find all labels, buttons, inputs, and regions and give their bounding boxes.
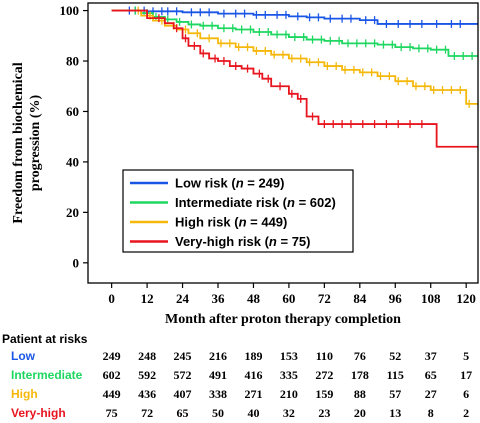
legend-n-value: = 449) <box>247 215 288 230</box>
series-2 <box>111 6 478 108</box>
x-tick-label: 24 <box>176 291 190 306</box>
risk-cell: 245 <box>174 349 192 363</box>
risk-cell: 27 <box>425 387 437 401</box>
risk-cell: 216 <box>209 349 227 363</box>
risk-cell: 13 <box>389 406 401 420</box>
risk-row-label: Very-high <box>11 406 66 420</box>
x-tick-label: 84 <box>353 291 367 306</box>
risk-cell: 115 <box>387 368 404 382</box>
risk-cell: 52 <box>389 349 401 363</box>
risk-cell: 8 <box>428 406 434 420</box>
risk-cell: 88 <box>354 387 366 401</box>
risk-cell: 416 <box>244 368 262 382</box>
x-tick-label: 120 <box>456 291 476 306</box>
y-tick-label: 40 <box>66 154 79 169</box>
risk-cell: 23 <box>318 406 330 420</box>
risk-cell: 37 <box>425 349 437 363</box>
legend-entry: Intermediate risk (n = 602) <box>175 195 336 210</box>
series-line <box>111 9 478 105</box>
legend-n-symbol: n <box>287 195 295 210</box>
risk-cell: 249 <box>103 349 121 363</box>
risk-cell: 338 <box>209 387 227 401</box>
legend-n-value: = 75) <box>277 234 311 249</box>
risk-cell: 5 <box>463 349 469 363</box>
risk-cell: 6 <box>463 387 469 401</box>
legend-name: Very-high risk ( <box>175 234 270 249</box>
legend-entry: Very-high risk (n = 75) <box>175 234 310 249</box>
legend-n-symbol: n <box>239 215 247 230</box>
risk-cell: 76 <box>354 349 366 363</box>
risk-cell: 75 <box>106 406 118 420</box>
risk-cell: 65 <box>425 368 437 382</box>
legend-name: Low risk ( <box>175 176 236 191</box>
series-1 <box>111 6 478 60</box>
risk-cell: 436 <box>138 387 156 401</box>
risk-cell: 50 <box>212 406 224 420</box>
y-tick-label: 0 <box>73 255 80 270</box>
risk-cell: 491 <box>209 368 227 382</box>
risk-cell: 110 <box>316 349 333 363</box>
risk-cell: 210 <box>280 387 298 401</box>
x-tick-label: 108 <box>421 291 441 306</box>
legend-n-value: = 602) <box>295 195 336 210</box>
risk-cell: 159 <box>315 387 333 401</box>
risk-table-header: Patient at risks <box>2 332 88 346</box>
risk-cell: 271 <box>244 387 262 401</box>
legend: Low risk (n = 249)Intermediate risk (n =… <box>122 169 354 253</box>
risk-cell: 592 <box>138 368 156 382</box>
x-tick-label: 72 <box>318 291 331 306</box>
risk-cell: 2 <box>463 406 469 420</box>
y-tick-label: 60 <box>66 104 79 119</box>
y-tick-label: 80 <box>66 54 79 69</box>
series-0 <box>111 6 478 28</box>
plot-area <box>111 6 478 148</box>
legend-n-symbol: n <box>269 234 277 249</box>
risk-row-label: High <box>11 387 38 401</box>
risk-cell: 72 <box>141 406 153 420</box>
risk-cell: 335 <box>280 368 298 382</box>
legend-entry: Low risk (n = 249) <box>175 176 284 191</box>
x-tick-label: 48 <box>247 291 261 306</box>
risk-row-label: Intermediate <box>11 368 83 382</box>
risk-table: Patient at risks Low 249 248 245 216 189 153 110… <box>2 332 472 420</box>
risk-cell: 57 <box>389 387 401 401</box>
risk-cell: 272 <box>315 368 333 382</box>
series-line <box>111 9 478 25</box>
legend-entry: High risk (n = 449) <box>175 215 287 230</box>
legend-n-value: = 249) <box>244 176 285 191</box>
series-3 <box>111 9 478 148</box>
series-line <box>111 9 478 148</box>
plot-frame <box>87 2 479 284</box>
risk-cell: 248 <box>138 349 156 363</box>
legend-name: High risk ( <box>175 215 239 230</box>
x-tick-label: 36 <box>212 291 226 306</box>
risk-cell: 602 <box>103 368 121 382</box>
legend-n-symbol: n <box>236 176 244 191</box>
risk-cell: 449 <box>103 387 121 401</box>
risk-cell: 20 <box>354 406 366 420</box>
risk-cell: 407 <box>174 387 192 401</box>
x-tick-label: 96 <box>389 291 403 306</box>
legend-name: Intermediate risk ( <box>175 195 288 210</box>
risk-cell: 189 <box>244 349 262 363</box>
y-tick-label: 100 <box>60 3 80 18</box>
y-axis-label: progression (%) <box>28 95 43 192</box>
x-tick-label: 12 <box>141 291 154 306</box>
y-tick-label: 20 <box>66 205 79 220</box>
y-axis-label: Freedom from biochemical <box>11 62 26 223</box>
x-tick-label: 60 <box>282 291 295 306</box>
risk-cell: 65 <box>177 406 189 420</box>
risk-cell: 178 <box>351 368 369 382</box>
x-tick-label: 0 <box>108 291 115 306</box>
risk-cell: 572 <box>174 368 192 382</box>
risk-cell: 40 <box>247 406 259 420</box>
risk-cell: 153 <box>280 349 298 363</box>
risk-cell: 17 <box>460 368 472 382</box>
risk-cell: 32 <box>283 406 295 420</box>
axes: 0 12 24 36 48 60 72 84 96 108 120 0 20 40 60 80 100 Month… <box>11 2 479 327</box>
risk-row-label: Low <box>11 349 36 363</box>
x-axis-label: Month after proton therapy completion <box>165 312 401 327</box>
